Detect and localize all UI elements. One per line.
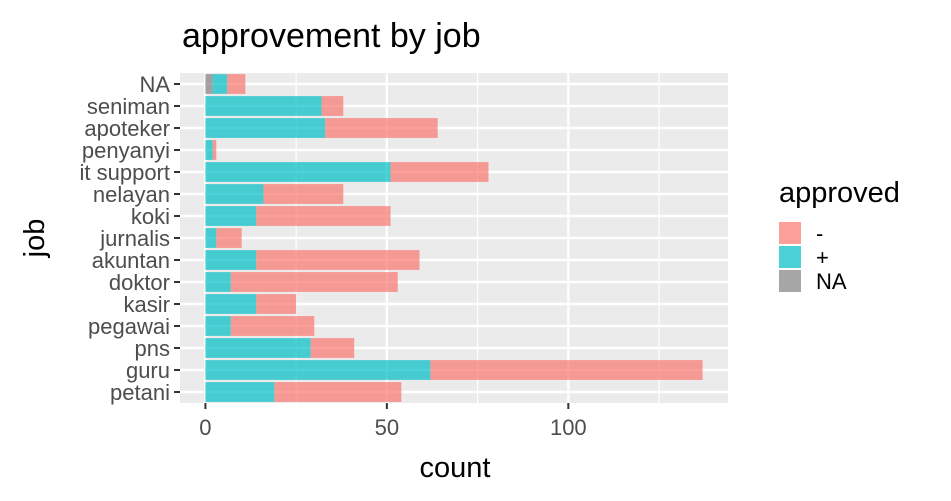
x-axis: 0 50 100 [199, 403, 587, 440]
bar-segment [205, 272, 231, 292]
legend-label: - [816, 221, 823, 246]
y-tick-label: kasir [124, 292, 170, 317]
bar-segment [205, 96, 322, 116]
y-tick-label: penyanyi [82, 138, 170, 163]
bar-segment [230, 272, 398, 292]
bar-segment [321, 96, 344, 116]
bar-segment [310, 338, 355, 358]
bar-segment [256, 250, 420, 270]
bar-segment [205, 118, 326, 138]
bar-segment [205, 206, 257, 226]
x-tick-label: 0 [199, 415, 211, 440]
bar-segment [205, 382, 275, 402]
bar-segment [205, 162, 391, 182]
y-tick-label: guru [126, 358, 170, 383]
y-tick-label: akuntan [92, 248, 170, 273]
bar-segment [205, 250, 257, 270]
bar-segment [205, 228, 217, 248]
y-tick-label: jurnalis [99, 226, 170, 251]
bar-segment [216, 228, 242, 248]
x-tick-label: 50 [375, 415, 399, 440]
x-tick-label: 100 [550, 415, 587, 440]
y-tick-label: seniman [87, 94, 170, 119]
bar-segment [325, 118, 438, 138]
y-tick-label: it support [80, 160, 171, 185]
bar-segment [256, 206, 391, 226]
chart-title: approvement by job [182, 17, 481, 55]
bar-segment [205, 360, 431, 380]
y-tick-label: petani [110, 380, 170, 405]
legend-title: approved [779, 177, 900, 209]
y-tick-label: pns [135, 336, 170, 361]
bar-segment [205, 140, 213, 160]
bar-segment [212, 140, 217, 160]
bar-segment [227, 74, 246, 94]
legend-label: + [816, 245, 829, 270]
bar-segment [230, 316, 315, 336]
bar-segment [212, 74, 228, 94]
y-tick-label: doktor [109, 270, 170, 295]
y-tick-label: apoteker [84, 116, 170, 141]
bar-segment [205, 316, 231, 336]
legend-key [779, 270, 801, 292]
bar-segment [263, 184, 344, 204]
bar-segment [205, 74, 213, 94]
legend: approved -+NA [779, 177, 900, 294]
y-tick-label: nelayan [93, 182, 170, 207]
legend-label: NA [816, 269, 847, 294]
y-tick-label: pegawai [88, 314, 170, 339]
y-axis-title: job [19, 219, 51, 259]
bar-segment [205, 294, 257, 314]
y-tick-label: NA [139, 72, 170, 97]
legend-key [779, 222, 801, 244]
bar-segment [256, 294, 297, 314]
bar-segment [205, 184, 264, 204]
legend-key [779, 246, 801, 268]
bar-segment [390, 162, 489, 182]
bar-segment [430, 360, 703, 380]
bars [205, 74, 703, 402]
x-axis-title: count [420, 452, 491, 484]
bar-segment [205, 338, 311, 358]
y-tick-label: koki [131, 204, 170, 229]
bar-segment [274, 382, 402, 402]
